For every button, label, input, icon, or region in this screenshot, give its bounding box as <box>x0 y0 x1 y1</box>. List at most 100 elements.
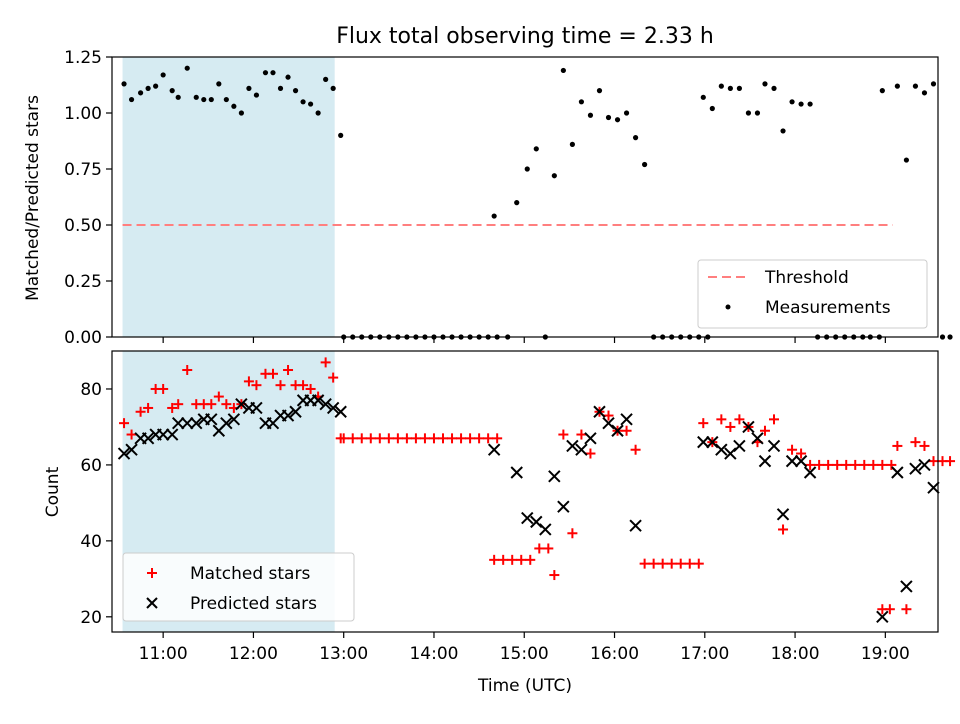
matched-star-point <box>267 368 278 379</box>
matched-star-point <box>167 402 178 413</box>
matched-star-point <box>525 554 536 565</box>
measurement-point <box>238 110 244 116</box>
matched-star-point <box>419 433 430 444</box>
measurement-point <box>231 103 237 109</box>
x-tick-label: 15:00 <box>500 644 549 664</box>
matched-star-point <box>213 391 224 402</box>
predicted-star-point <box>697 435 710 449</box>
predicted-star-point <box>891 466 904 479</box>
predicted-star-point <box>171 416 185 430</box>
measurement-point <box>315 110 321 116</box>
predicted-star-point <box>575 443 588 456</box>
measurement-point <box>718 83 724 89</box>
measurement-point <box>145 85 151 91</box>
matched-star-point <box>698 418 709 429</box>
predicted-star-point <box>181 416 194 430</box>
measurement-point <box>338 132 344 138</box>
top-y-tick-label: 1.00 <box>64 104 102 124</box>
matched-star-point <box>483 433 494 444</box>
matched-star-point <box>305 383 316 394</box>
predicted-star-point <box>557 500 570 513</box>
matched-star-point <box>206 399 217 410</box>
measurement-point <box>605 114 612 121</box>
legend-measurements-swatch <box>725 304 731 310</box>
matched-star-point <box>734 414 745 425</box>
matched-star-point <box>630 444 641 455</box>
measurement-point <box>330 85 336 91</box>
predicted-star-point <box>918 458 931 472</box>
x-tick-label: 11:00 <box>139 644 188 664</box>
matched-star-point <box>356 433 367 444</box>
matched-star-point <box>338 433 349 444</box>
measurement-point <box>137 90 144 96</box>
matched-star-point <box>401 433 412 444</box>
predicted-star-point <box>620 413 633 426</box>
predicted-star-point <box>767 439 781 453</box>
measurement-point <box>807 101 813 107</box>
predicted-star-point <box>876 610 889 624</box>
top-x-ticks <box>162 337 886 343</box>
measurement-point <box>745 110 752 116</box>
matched-star-point <box>251 380 262 391</box>
matched-star-point <box>919 440 930 451</box>
matched-star-point <box>347 433 358 444</box>
bottom-x-ticks: 11:00 12:00 13:00 14:00 15:00 16:00 17:00 18:00… <box>139 632 910 664</box>
matched-star-point <box>928 456 939 467</box>
bottom-y-ticks: 20 40 60 80 <box>80 380 112 628</box>
matched-star-point <box>805 459 816 470</box>
matched-star-point <box>639 558 650 569</box>
measurement-point <box>709 105 715 112</box>
matched-star-point <box>832 459 843 470</box>
predicted-star-point <box>334 405 347 418</box>
matched-star-point <box>158 383 169 394</box>
top-y-tick-label: 0.25 <box>64 272 102 292</box>
x-tick-label: 19:00 <box>861 644 910 664</box>
predicted-star-point <box>584 432 597 445</box>
matched-star-point <box>492 433 503 444</box>
x-tick-label: 17:00 <box>680 644 729 664</box>
matched-star-point <box>558 429 569 440</box>
predicted-star-point <box>803 466 817 479</box>
measurement-point <box>300 99 306 105</box>
predicted-star-point <box>548 470 561 483</box>
measurement-point <box>700 94 706 100</box>
predicted-star-point <box>742 420 755 434</box>
matched-star-point <box>901 604 912 615</box>
measurement-point <box>216 81 222 87</box>
measurement-point <box>798 101 804 107</box>
predicted-star-point <box>205 413 218 426</box>
top-axes-frame <box>111 56 939 338</box>
x-tick-label: 13:00 <box>319 644 368 664</box>
matched-star-point <box>275 380 286 391</box>
measurement-point <box>524 166 530 172</box>
measurement-point <box>153 83 159 89</box>
predicted-star-point <box>281 409 295 422</box>
matched-star-point <box>675 558 686 569</box>
matched-star-point <box>725 421 736 432</box>
measurement-point <box>292 88 299 94</box>
measurement-point <box>921 90 928 96</box>
top-axes: 0.00 0.25 0.50 0.75 1.00 1.25 Matched/Predict… <box>23 48 953 348</box>
matched-star-point <box>886 459 897 470</box>
top-y-tick-label: 0.00 <box>64 328 102 348</box>
matched-star-point <box>884 604 895 615</box>
measurement-point <box>560 67 566 74</box>
matched-star-point <box>438 433 449 444</box>
matched-star-point <box>657 558 668 569</box>
measurement-point <box>128 96 135 103</box>
bottom-y-axis-label: Count <box>43 466 63 517</box>
bottom-y-tick-label: 20 <box>80 608 102 628</box>
matched-star-point <box>456 433 467 444</box>
matched-star-point <box>693 558 704 569</box>
predicted-star-point <box>733 439 746 453</box>
measurement-point <box>894 83 900 89</box>
matched-star-point <box>119 418 130 429</box>
measurement-point <box>285 74 291 80</box>
matched-star-point <box>648 558 659 569</box>
matched-star-point <box>283 364 294 375</box>
measurement-point <box>514 200 520 206</box>
matched-star-point <box>516 554 527 565</box>
x-tick-label: 12:00 <box>229 644 278 664</box>
